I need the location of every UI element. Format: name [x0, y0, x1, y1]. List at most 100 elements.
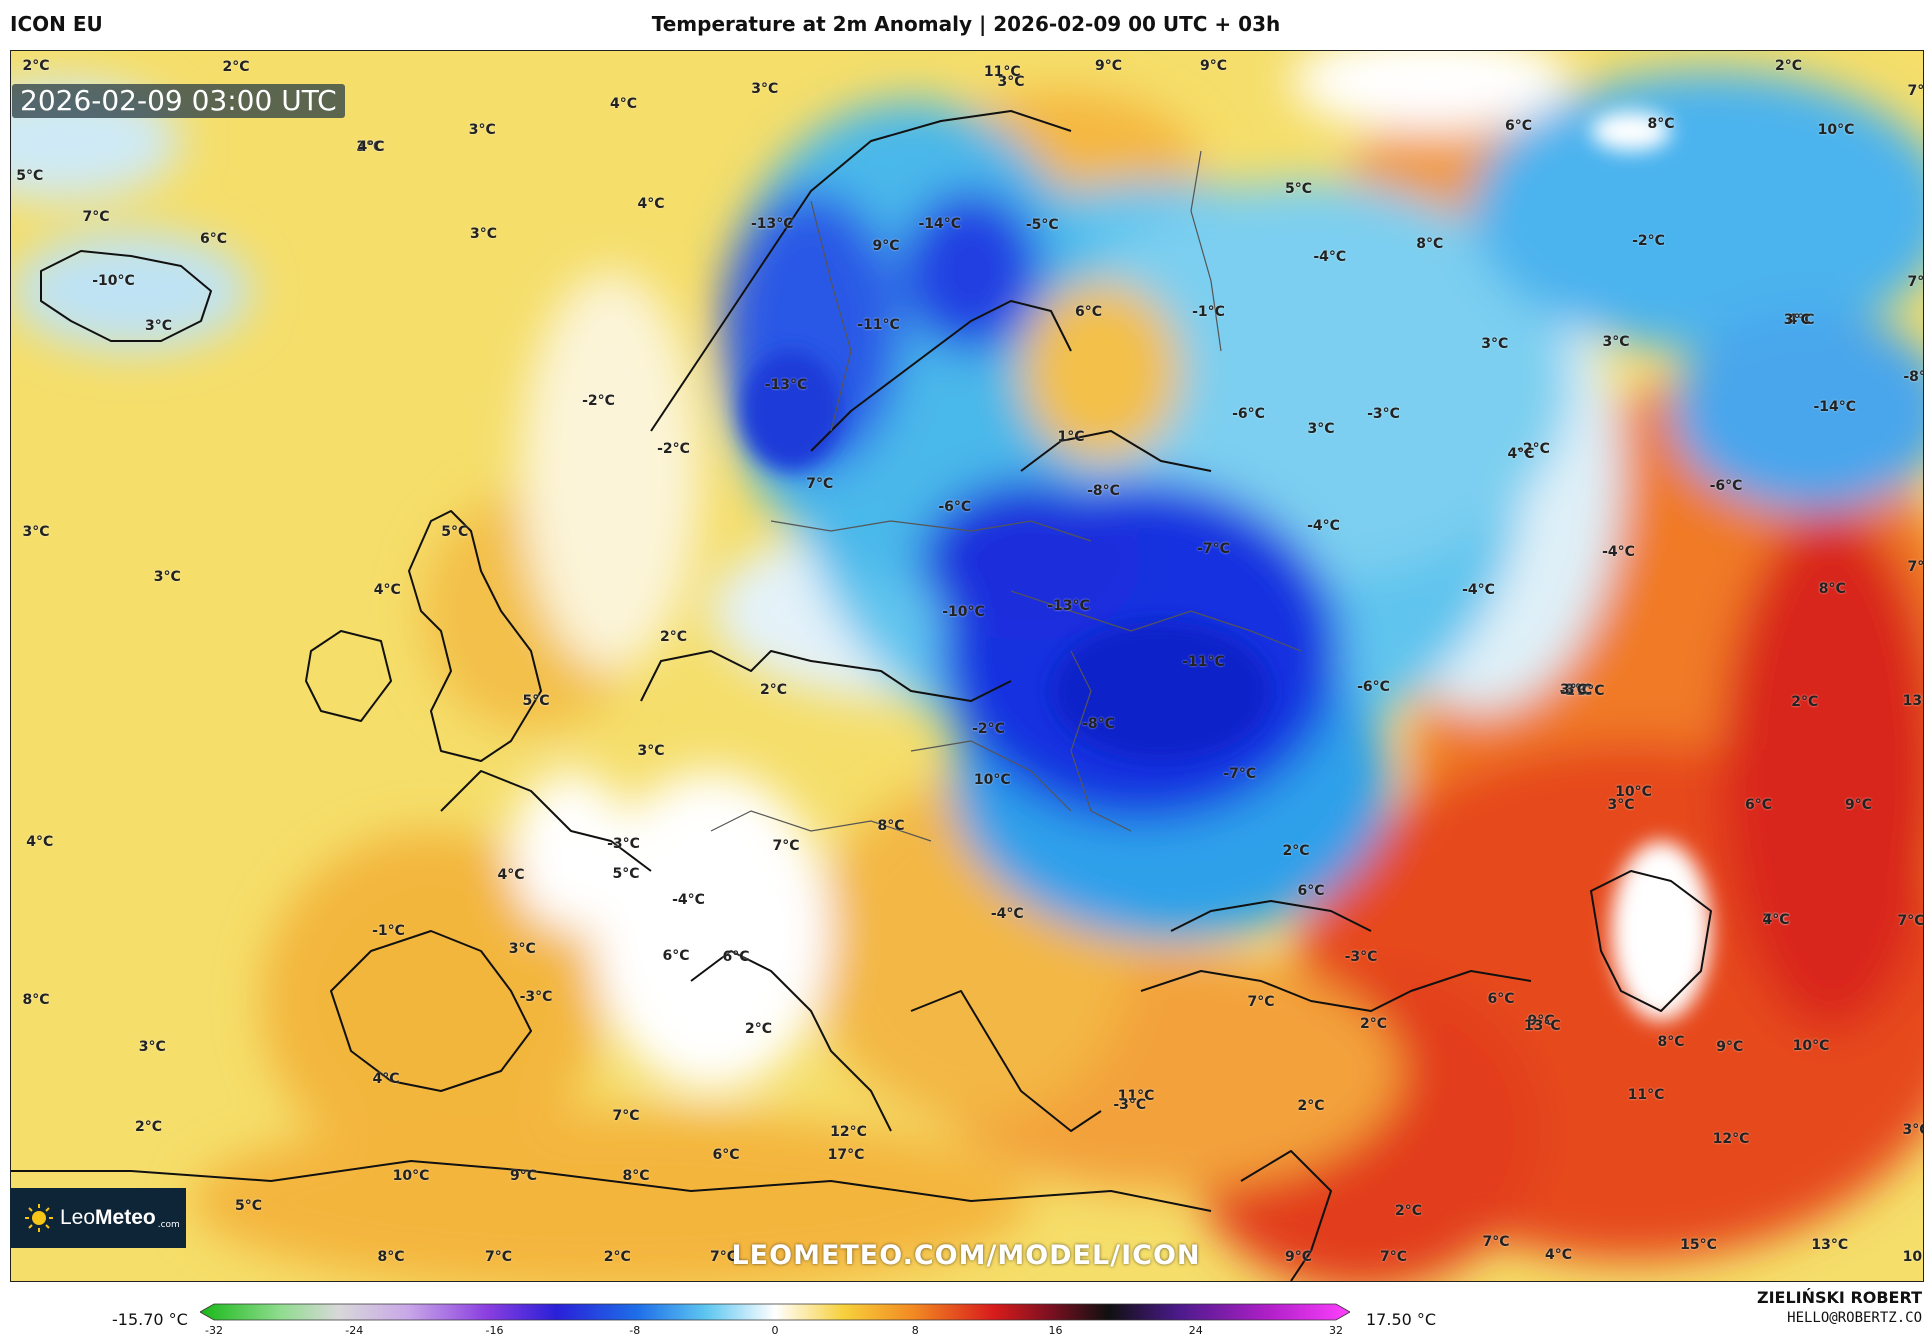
temperature-label: 13°C	[1523, 1018, 1561, 1034]
temperature-label: -2°C	[1559, 683, 1593, 699]
author-email[interactable]: HELLO@ROBERTZ.CO	[1787, 1310, 1922, 1326]
temperature-label: 2°C	[222, 59, 250, 76]
author-name: ZIELIŃSKI ROBERT	[1756, 1288, 1922, 1307]
temperature-label: -6°C	[1357, 679, 1390, 696]
temperature-label: 4°C	[1762, 911, 1790, 928]
colorbar-tick-label: 0	[771, 1324, 779, 1337]
temperature-label: 3°C	[1481, 335, 1509, 352]
temperature-label: 3°C	[144, 318, 173, 334]
temperature-label: 6°C	[1744, 796, 1773, 813]
temperature-label: -7°C	[1197, 540, 1230, 557]
temperature-label: 2°C	[22, 58, 50, 74]
temperature-label: -13°C	[750, 215, 794, 232]
temperature-label: -2°C	[1632, 233, 1665, 249]
temperature-label: 5°C	[522, 693, 550, 709]
temperature-label: 3°C	[997, 74, 1025, 91]
temperature-label: 2°C	[1774, 58, 1803, 74]
temperature-label: -7°C	[1223, 765, 1257, 782]
temperature-label: 3°C	[356, 139, 384, 156]
temperature-label: -8°C	[1082, 715, 1115, 732]
temperature-label: 9°C	[1199, 58, 1228, 74]
logo-suffix: .com	[157, 1220, 180, 1230]
temperature-label: -4°C	[1462, 581, 1495, 598]
temperature-label: 4°C	[373, 581, 401, 598]
temperature-label: -3°C	[1344, 949, 1378, 966]
watermark-url: LEOMETEO.COM/MODEL/ICON	[731, 1240, 1201, 1271]
temperature-label: 12°C	[830, 1124, 867, 1141]
temperature-label: 8°C	[877, 818, 905, 834]
temperature-label: -3°C	[1113, 1096, 1147, 1113]
temperature-label: 9°C	[1716, 1039, 1744, 1056]
map-area[interactable]: 2°C2°C3°C4°C3°C5°C11°C9°C9°C2°C8°C6°C7°C…	[10, 50, 1924, 1282]
temperature-label: 7°C	[1907, 274, 1924, 291]
temperature-label: 7°C	[1907, 559, 1924, 576]
temperature-label: 10°C	[1615, 784, 1652, 801]
temperature-label: 2°C	[603, 1249, 631, 1266]
temperature-label: 8°C	[1416, 235, 1444, 252]
colorbar-tick-label: -24	[345, 1324, 364, 1337]
temperature-label: 5°C	[522, 693, 550, 709]
temperature-label: 6°C	[199, 230, 228, 247]
colorbar	[200, 1303, 1350, 1321]
temperature-label: 6°C	[722, 949, 750, 966]
temperature-label: 7°C	[772, 838, 800, 854]
forecast-timestamp: 2026-02-09 03:00 UTC	[12, 84, 345, 118]
temperature-label: -10°C	[92, 273, 135, 289]
temperature-label: -3°C	[519, 989, 553, 1006]
temperature-label: 6°C	[1297, 883, 1325, 899]
temperature-label: -4°C	[672, 891, 705, 908]
map-title: Temperature at 2m Anomaly | 2026-02-09 0…	[651, 12, 1281, 36]
temperature-label: 4°C	[357, 139, 385, 156]
temperature-label: 3°C	[138, 1039, 166, 1056]
temperature-label: 11°C	[1627, 1086, 1665, 1103]
temperature-label: 8°C	[1647, 115, 1675, 132]
temperature-label: 3°C	[751, 80, 779, 97]
temperature-label: -2°C	[1517, 440, 1550, 457]
temperature-label: 3°C	[468, 121, 496, 138]
colorbar-tick-label: 8	[911, 1324, 919, 1337]
temperature-label: 7°C	[612, 1108, 640, 1124]
colorbar-tick-label: -16	[485, 1324, 504, 1337]
temperature-label: 3°C	[637, 743, 665, 759]
temperature-label: 4°C	[26, 834, 54, 851]
temperature-label: 7°C	[1907, 83, 1924, 99]
colorbar-max-label: 17.50 °C	[1366, 1310, 1437, 1329]
temperature-label: 3°C	[153, 569, 181, 586]
temperature-label: 8°C	[22, 991, 50, 1008]
temperature-label: 3°C	[1564, 681, 1593, 698]
temperature-label: 3°C	[1783, 311, 1811, 328]
temperature-label: 6°C	[662, 948, 690, 964]
temperature-label: 13°C	[1902, 693, 1923, 709]
temperature-label: -3°C	[607, 835, 640, 852]
temperature-label: 3°C	[508, 940, 536, 957]
temperature-label: -8°C	[1087, 483, 1120, 499]
temperature-label: 12°C	[1712, 1130, 1750, 1147]
colorbar-tick-label: -32	[205, 1324, 223, 1337]
temperature-label: -14°C	[1813, 399, 1857, 416]
temperature-label: -11°C	[1182, 654, 1225, 671]
temperature-label: 6°C	[712, 1146, 740, 1163]
temperature-label: 3°C	[22, 524, 50, 541]
colorbar-tick-label: 32	[1329, 1324, 1343, 1337]
temperature-label: 2°C	[744, 1020, 773, 1037]
temperature-label: 2°C	[1297, 1098, 1325, 1114]
temperature-label: 7°C	[1897, 913, 1924, 929]
temperature-label: 4°C	[1544, 1246, 1573, 1263]
temperature-label: 5°C	[441, 524, 469, 541]
temperature-label: 9°C	[1527, 1013, 1555, 1029]
temperature-label: -14°C	[918, 215, 962, 232]
anomaly-field	[11, 51, 1923, 1281]
temperature-label: 2°C	[759, 681, 788, 698]
temperature-label: 4°C	[637, 195, 665, 212]
temperature-label: 8°C	[1818, 580, 1846, 597]
temperature-label: 4°C	[609, 95, 638, 112]
temperature-label: 7°C	[806, 475, 834, 492]
colorbar-tick-label: 16	[1048, 1324, 1063, 1337]
temperature-label: 5°C	[16, 168, 44, 184]
temperature-label: -4°C	[1602, 544, 1635, 561]
leometeo-logo[interactable]: LeoMeteo .com	[10, 1188, 186, 1248]
temperature-label: 9°C	[1284, 1249, 1313, 1266]
temperature-label: 5°C	[612, 865, 640, 882]
temperature-label: 5°C	[1284, 180, 1313, 197]
temperature-label: 2°C	[1791, 694, 1819, 711]
